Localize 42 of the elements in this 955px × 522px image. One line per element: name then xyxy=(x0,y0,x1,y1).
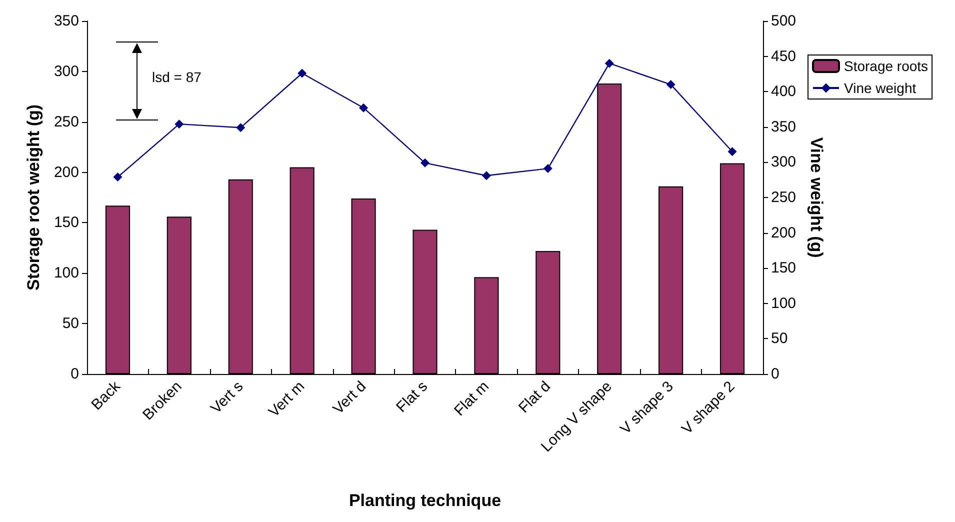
point xyxy=(420,158,430,168)
y2-axis-title: Vine weight (g) xyxy=(807,137,826,258)
x-tick-label: Vert m xyxy=(265,378,308,421)
point xyxy=(543,164,552,174)
x-tick-label: Vert d xyxy=(330,378,370,418)
x-tick-label: Flat d xyxy=(515,378,554,417)
point xyxy=(113,172,122,182)
y-tick-label: 300 xyxy=(54,62,79,80)
legend-label: Storage roots xyxy=(844,58,928,74)
point xyxy=(236,123,246,132)
x-tick-label: Flat m xyxy=(451,378,492,420)
y-tick-label: 100 xyxy=(54,264,79,282)
y-axis-title: Storage root weight (g) xyxy=(24,104,43,291)
y2-tick-label: 0 xyxy=(771,366,780,382)
point xyxy=(482,171,491,180)
y2-tick-label: 350 xyxy=(771,118,796,136)
point xyxy=(359,103,368,112)
y-tick-label: 50 xyxy=(62,315,79,332)
point xyxy=(174,120,184,129)
x-tick-label: Vert s xyxy=(208,378,247,418)
y2-tick-label: 400 xyxy=(771,83,796,100)
y-tick-label: 200 xyxy=(54,164,79,181)
x-tick-label: Flat s xyxy=(393,378,432,416)
y2-tick-label: 500 xyxy=(771,12,796,30)
point xyxy=(604,58,614,68)
y2-tick-label: 250 xyxy=(771,189,796,206)
point xyxy=(728,147,737,156)
y2-tick-label: 450 xyxy=(771,48,796,65)
y2-tick-label: 150 xyxy=(771,260,796,277)
y2-tick-label: 50 xyxy=(771,330,788,348)
y2-tick-label: 300 xyxy=(771,154,796,171)
y2-tick-label: 200 xyxy=(771,224,796,242)
y-tick-label: 0 xyxy=(70,366,79,382)
y2-tick-label: 100 xyxy=(771,294,796,312)
legend-label: Vine weight xyxy=(844,80,916,96)
annotation: lsd = 87 xyxy=(152,69,202,85)
x-axis-title: Planting technique xyxy=(348,491,502,510)
y-tick-label: 150 xyxy=(54,214,79,232)
y-tick-label: 250 xyxy=(54,113,79,130)
y-tick-label: 350 xyxy=(54,12,79,30)
point xyxy=(298,68,307,78)
point xyxy=(666,80,676,90)
